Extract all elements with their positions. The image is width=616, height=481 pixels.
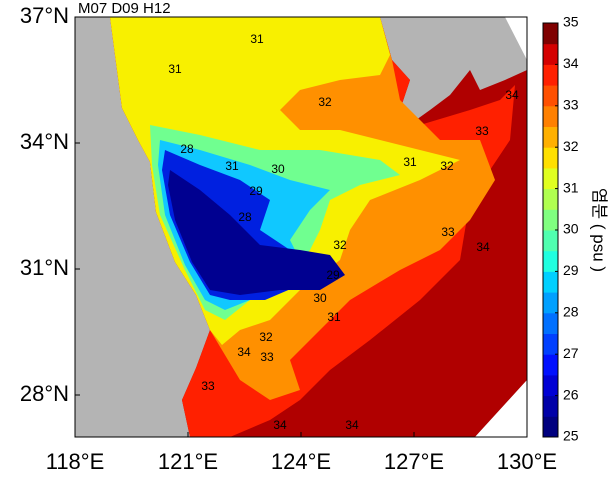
colorbar-step	[543, 395, 558, 417]
colorbar-tick-label: 33	[563, 97, 579, 113]
colorbar-step	[543, 105, 558, 127]
colorbar-step	[543, 64, 558, 86]
colorbar-tick-label: 26	[563, 386, 579, 402]
colorbar-tick-label: 35	[563, 14, 579, 30]
contour-label: 32	[259, 330, 273, 344]
contour-label: 29	[249, 184, 263, 198]
colorbar-step	[543, 167, 558, 190]
contour-label: 31	[225, 159, 239, 173]
contour-label: 34	[273, 418, 287, 432]
contour-label: 34	[345, 418, 359, 432]
x-tick-label: 118°E	[46, 449, 105, 474]
colorbar-step	[543, 354, 558, 376]
colorbar-step	[543, 374, 558, 397]
contour-label: 34	[237, 345, 251, 359]
colorbar-tick-label: 25	[563, 428, 579, 444]
colorbar-step	[543, 312, 558, 334]
contour-label: 33	[475, 124, 489, 138]
contour-label: 30	[313, 291, 327, 305]
contour-label: 29	[326, 268, 340, 282]
contour-label: 32	[333, 238, 347, 252]
x-tick-label: 127°E	[384, 449, 444, 474]
contour-label: 31	[403, 155, 417, 169]
colorbar-tick-label: 27	[563, 345, 579, 361]
colorbar-tick-label: 34	[563, 55, 579, 71]
colorbar-step	[543, 85, 558, 107]
y-tick-label: 31°N	[20, 255, 69, 280]
contour-label: 30	[271, 162, 285, 176]
x-tick-label: 121°E	[158, 449, 218, 474]
contour-label: 33	[260, 350, 274, 364]
title: M07 D09 H12	[78, 0, 171, 17]
contour-label: 31	[327, 310, 341, 324]
colorbar-step	[543, 292, 558, 314]
contour-label: 34	[476, 240, 490, 254]
colorbar-step	[543, 250, 558, 272]
x-tick-label: 130°E	[497, 449, 557, 474]
contour-label: 31	[250, 32, 264, 46]
colorbar-step	[543, 271, 558, 293]
contour-label: 28	[180, 142, 194, 156]
colorbar-step	[543, 333, 558, 355]
colorbar-step	[543, 416, 558, 438]
colorbar-step	[543, 188, 558, 210]
colorbar-step	[543, 126, 558, 148]
contour-label: 34	[505, 88, 519, 102]
colorbar-step	[543, 209, 558, 231]
colorbar-tick-label: 30	[563, 221, 579, 237]
colorbar-step	[543, 147, 558, 169]
colorbar-tick-label: 28	[563, 304, 579, 320]
contour-label: 33	[441, 225, 455, 239]
contour-label: 31	[168, 62, 182, 76]
colorbar-tick-label: 31	[563, 179, 579, 195]
colorbar-tick-label: 29	[563, 262, 579, 278]
y-tick-label: 37°N	[20, 3, 69, 28]
x-tick-label: 124°E	[271, 449, 331, 474]
contour-label: 33	[201, 379, 215, 393]
colorbar-step	[543, 43, 558, 65]
white-area	[505, 17, 527, 60]
colorbar-label: 염분 ( psu )	[590, 188, 609, 272]
contour-label: 28	[238, 210, 252, 224]
colorbar-step	[543, 23, 558, 45]
white-area	[475, 380, 527, 437]
colorbar-step	[543, 230, 558, 252]
contour-label: 32	[318, 95, 332, 109]
y-tick-label: 34°N	[20, 129, 69, 154]
map-area	[75, 17, 527, 437]
zone-darkblue	[168, 170, 345, 295]
colorbar-tick-label: 32	[563, 138, 579, 154]
y-tick-label: 28°N	[20, 381, 69, 406]
contour-label: 32	[440, 159, 454, 173]
